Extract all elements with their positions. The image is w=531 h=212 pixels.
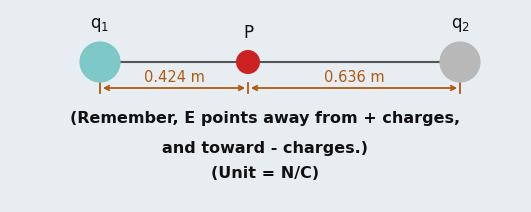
Text: P: P xyxy=(243,24,253,42)
Text: q$_2$: q$_2$ xyxy=(450,16,469,34)
Circle shape xyxy=(236,50,260,74)
Circle shape xyxy=(440,42,480,82)
Text: 0.636 m: 0.636 m xyxy=(324,70,384,85)
Text: (Unit = N/C): (Unit = N/C) xyxy=(211,166,320,180)
Circle shape xyxy=(80,42,120,82)
Text: 0.424 m: 0.424 m xyxy=(143,70,204,85)
Text: q$_1$: q$_1$ xyxy=(90,16,109,34)
Text: (Remember, E points away from + charges,: (Remember, E points away from + charges, xyxy=(71,110,460,126)
Text: and toward - charges.): and toward - charges.) xyxy=(162,141,369,155)
